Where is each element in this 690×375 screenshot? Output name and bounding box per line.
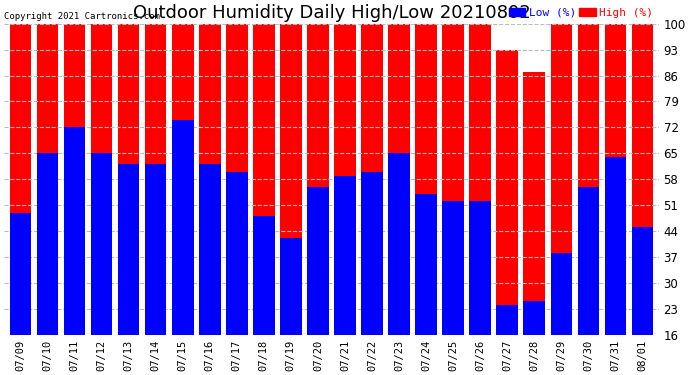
Bar: [307, 24, 328, 335]
Bar: [415, 194, 437, 335]
Bar: [334, 24, 356, 335]
Legend: Low (%), High (%): Low (%), High (%): [509, 8, 653, 18]
Bar: [10, 24, 31, 335]
Bar: [469, 24, 491, 335]
Bar: [118, 164, 139, 335]
Bar: [199, 164, 221, 335]
Bar: [10, 213, 31, 335]
Bar: [442, 201, 464, 335]
Bar: [90, 24, 112, 335]
Bar: [388, 153, 410, 335]
Bar: [253, 216, 275, 335]
Bar: [578, 24, 599, 335]
Title: Outdoor Humidity Daily High/Low 20210802: Outdoor Humidity Daily High/Low 20210802: [132, 4, 531, 22]
Bar: [469, 201, 491, 335]
Text: Copyright 2021 Cartronics.com: Copyright 2021 Cartronics.com: [4, 12, 160, 21]
Bar: [90, 153, 112, 335]
Bar: [551, 253, 572, 335]
Bar: [37, 153, 58, 335]
Bar: [604, 24, 627, 335]
Bar: [496, 50, 518, 335]
Bar: [578, 187, 599, 335]
Bar: [118, 24, 139, 335]
Bar: [524, 302, 545, 335]
Bar: [145, 164, 166, 335]
Bar: [361, 24, 383, 335]
Bar: [631, 24, 653, 335]
Bar: [145, 24, 166, 335]
Bar: [631, 227, 653, 335]
Bar: [361, 172, 383, 335]
Bar: [63, 24, 86, 335]
Bar: [253, 24, 275, 335]
Bar: [524, 72, 545, 335]
Bar: [37, 24, 58, 335]
Bar: [604, 157, 627, 335]
Bar: [172, 120, 193, 335]
Bar: [172, 24, 193, 335]
Bar: [496, 305, 518, 335]
Bar: [415, 24, 437, 335]
Bar: [307, 187, 328, 335]
Bar: [334, 176, 356, 335]
Bar: [280, 238, 302, 335]
Bar: [280, 24, 302, 335]
Bar: [551, 24, 572, 335]
Bar: [199, 24, 221, 335]
Bar: [226, 172, 248, 335]
Bar: [63, 128, 86, 335]
Bar: [442, 24, 464, 335]
Bar: [226, 24, 248, 335]
Bar: [388, 24, 410, 335]
